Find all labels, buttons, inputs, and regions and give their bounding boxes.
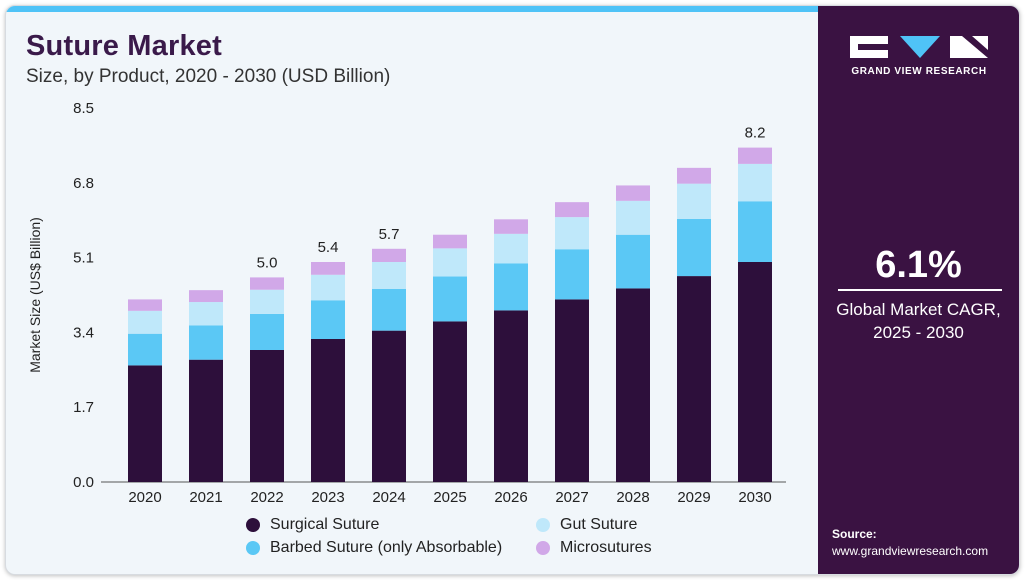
logo-text: GRAND VIEW RESEARCH <box>851 66 987 77</box>
bar-segment-2029-1 <box>677 218 711 277</box>
bar-segment-2022-3 <box>250 277 284 290</box>
bar-segment-2025-1 <box>433 276 467 322</box>
chart-subtitle: Size, by Product, 2020 - 2030 (USD Billi… <box>26 66 391 87</box>
cagr-label: Global Market CAGR, 2025 - 2030 <box>836 300 1001 342</box>
stacked-bar-chart: 0.0 1.7 3.4 5.1 6.8 8.5 Market Size (US$ Billi… <box>27 100 786 506</box>
bar-segment-2028-0 <box>616 288 650 482</box>
x-tick-label: 2026 <box>494 489 527 506</box>
bar-segment-2026-1 <box>494 263 528 311</box>
bar-segment-2024-1 <box>372 288 406 331</box>
bar-segment-2020-0 <box>128 365 162 482</box>
cagr-value: 6.1% <box>875 244 962 286</box>
bar-segment-2025-0 <box>433 321 467 482</box>
y-tick-label: 1.7 <box>73 399 94 416</box>
bar-segment-2023-1 <box>311 300 345 339</box>
y-tick-label: 0.0 <box>73 474 94 491</box>
bar-segment-2021-0 <box>189 359 223 482</box>
grand-view-research-logo <box>850 36 988 58</box>
accent-bar <box>6 6 818 12</box>
total-label-2023: 5.4 <box>318 239 339 256</box>
bar-segment-2023-2 <box>311 274 345 301</box>
bar-segment-2022-1 <box>250 313 284 350</box>
bar-segment-2023-0 <box>311 339 345 482</box>
x-tick-label: 2020 <box>128 489 161 506</box>
source-title: Source: <box>832 527 877 541</box>
chart-card: Suture Market Size, by Product, 2020 - 2… <box>5 5 1020 575</box>
x-tick-label: 2028 <box>616 489 649 506</box>
bar-segment-2030-1 <box>738 201 772 262</box>
x-tick-label: 2025 <box>433 489 466 506</box>
bar-segment-2020-2 <box>128 310 162 334</box>
bar-segment-2020-3 <box>128 299 162 311</box>
bar-segment-2022-2 <box>250 289 284 314</box>
y-tick-label: 5.1 <box>73 250 94 267</box>
bar-segment-2025-3 <box>433 234 467 249</box>
bar-segment-2027-0 <box>555 299 589 482</box>
bar-segment-2021-1 <box>189 325 223 360</box>
y-tick-label: 6.8 <box>73 175 94 192</box>
bar-segment-2026-3 <box>494 219 528 234</box>
x-tick-label: 2022 <box>250 489 283 506</box>
bar-segment-2030-0 <box>738 262 772 482</box>
bar-segment-2029-2 <box>677 183 711 219</box>
chart-title: Suture Market <box>26 30 222 62</box>
bar-segment-2027-1 <box>555 249 589 300</box>
sidebar-panel: GRAND VIEW RESEARCH 6.1% Global Market C… <box>818 6 1019 574</box>
bar-segment-2030-2 <box>738 163 772 202</box>
bar-segment-2021-3 <box>189 290 223 303</box>
cagr-divider <box>838 289 1002 291</box>
bar-segment-2024-0 <box>372 330 406 482</box>
total-label-2030: 8.2 <box>745 125 766 142</box>
bar-segment-2024-2 <box>372 262 406 289</box>
total-label-2022: 5.0 <box>257 254 278 271</box>
bar-segment-2029-0 <box>677 276 711 482</box>
bar-segment-2027-2 <box>555 217 589 250</box>
x-tick-label: 2021 <box>189 489 222 506</box>
x-tick-label: 2027 <box>555 489 588 506</box>
source-link[interactable]: www.grandviewresearch.com <box>832 544 989 558</box>
bar-segment-2026-0 <box>494 310 528 482</box>
bar-segment-2020-1 <box>128 333 162 366</box>
bar-segment-2028-3 <box>616 185 650 201</box>
bar-segment-2025-2 <box>433 248 467 277</box>
y-axis-title: Market Size (US$ Billion) <box>27 217 43 373</box>
x-tick-label: 2023 <box>311 489 344 506</box>
bar-segment-2024-3 <box>372 248 406 262</box>
bar-segment-2029-3 <box>677 167 711 184</box>
bar-segment-2030-3 <box>738 147 772 164</box>
bar-segment-2023-3 <box>311 262 345 275</box>
bar-segment-2026-2 <box>494 233 528 264</box>
x-tick-label: 2029 <box>677 489 710 506</box>
total-label-2024: 5.7 <box>379 226 400 243</box>
x-tick-label: 2024 <box>372 489 405 506</box>
x-tick-label: 2030 <box>738 489 771 506</box>
y-tick-label: 8.5 <box>73 100 94 117</box>
y-tick-label: 3.4 <box>73 324 94 341</box>
bar-segment-2028-1 <box>616 234 650 289</box>
bar-segment-2027-3 <box>555 202 589 218</box>
bar-segment-2021-2 <box>189 302 223 326</box>
bar-segment-2028-2 <box>616 200 650 235</box>
bar-segment-2022-0 <box>250 350 284 482</box>
